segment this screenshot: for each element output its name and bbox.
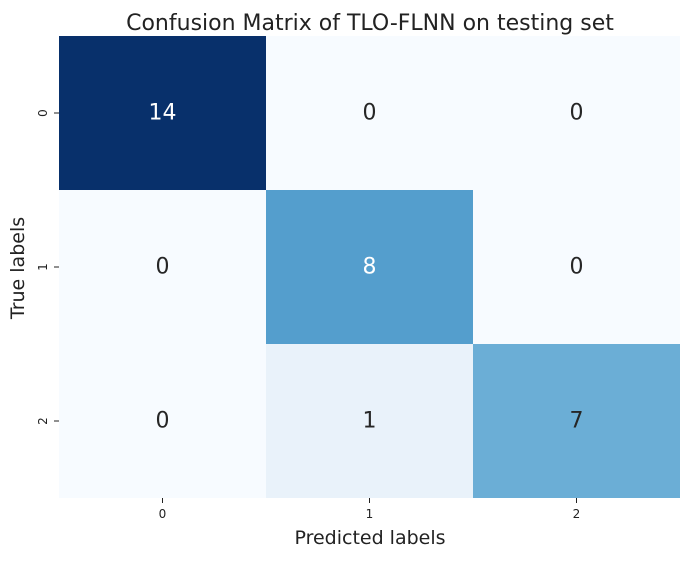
heatmap-cell — [59, 190, 266, 344]
y-tick-label: 0 — [36, 109, 50, 117]
x-tick-label: 1 — [366, 507, 374, 521]
y-tick-label: 2 — [36, 417, 50, 425]
cell-value-label: 0 — [570, 101, 584, 126]
heatmap-cell — [59, 344, 266, 498]
x-tick-label: 2 — [573, 507, 581, 521]
x-tick-label: 0 — [159, 507, 167, 521]
x-axis-ticks: 0 1 2 — [159, 498, 581, 521]
heatmap-cell — [473, 190, 680, 344]
y-axis-label: True labels — [7, 217, 29, 320]
chart-title: Confusion Matrix of TLO-FLNN on testing … — [126, 11, 614, 36]
heatmap-cell — [473, 344, 680, 498]
heatmap-cell — [266, 36, 473, 190]
cell-value-label: 0 — [156, 255, 170, 280]
cell-value-label: 1 — [363, 409, 377, 434]
cell-value-label: 8 — [363, 255, 377, 280]
cell-value-label: 0 — [156, 409, 170, 434]
cell-value-label: 0 — [570, 255, 584, 280]
heatmap-cells: 14 0 0 0 8 0 0 1 7 — [59, 36, 680, 498]
heatmap-cell — [59, 36, 266, 190]
cell-value-label: 14 — [149, 101, 177, 126]
y-axis-ticks: 0 1 2 — [36, 109, 59, 425]
heatmap-cell — [266, 190, 473, 344]
cell-value-label: 7 — [570, 409, 584, 434]
x-axis-label: Predicted labels — [294, 527, 445, 549]
heatmap-cell — [473, 36, 680, 190]
y-tick-label: 1 — [36, 263, 50, 271]
heatmap-cell — [266, 344, 473, 498]
cell-value-label: 0 — [363, 101, 377, 126]
